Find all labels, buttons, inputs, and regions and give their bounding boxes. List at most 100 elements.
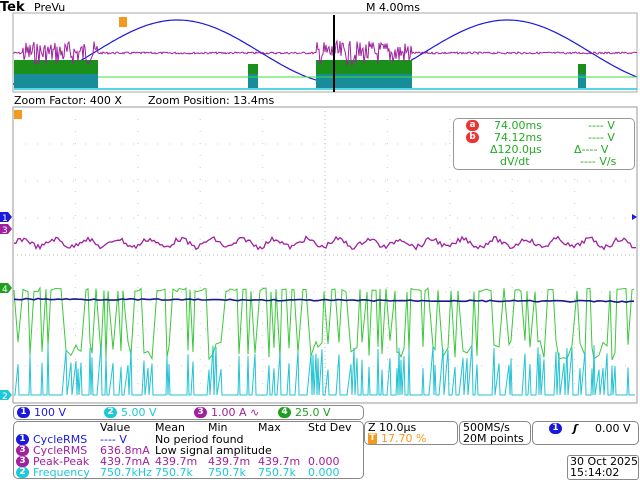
measurement-max: 750.7k bbox=[258, 466, 296, 479]
ch2-burst bbox=[14, 70, 98, 88]
measurement-name: 1 CycleRMS bbox=[16, 434, 87, 445]
ch3-ground-marker-label: 3 bbox=[2, 226, 8, 236]
ch4-scale-value: 25.0 V bbox=[295, 406, 331, 419]
ch4-burst bbox=[248, 64, 258, 74]
sample-rate: 500MS/s bbox=[463, 421, 510, 434]
ch3-overview-trace bbox=[12, 39, 638, 67]
header-std-dev: Std Dev bbox=[308, 421, 352, 434]
header-max: Max bbox=[258, 421, 281, 434]
bandwidth-limit-icon: ∿ bbox=[250, 406, 260, 419]
channel-3-scale[interactable]: 3 1.00 A ∿ bbox=[194, 407, 259, 418]
ch3-trace bbox=[14, 235, 637, 251]
ch4-ground-marker bbox=[0, 283, 12, 293]
ch2-trace bbox=[14, 344, 635, 396]
ch4-ground-marker-label: 4 bbox=[2, 285, 8, 295]
cursor-readout: a 74.00ms ---- V b 74.12ms ---- V Δ120.0… bbox=[453, 118, 635, 170]
channel-icon: 3 bbox=[16, 456, 29, 467]
measurement-std: 0.000 bbox=[308, 455, 340, 468]
ch1-trace bbox=[13, 297, 635, 304]
measurement-name: 3 Peak-Peak bbox=[16, 456, 89, 467]
channel-4-scale[interactable]: 4 25.0 V bbox=[278, 407, 331, 418]
date: 30 Oct 2025 bbox=[570, 455, 639, 468]
measurement-std: 0.000 bbox=[308, 466, 340, 479]
trigger-source-icon: 1 bbox=[549, 423, 562, 434]
cursor-delta-volt: Δ---- V bbox=[574, 143, 609, 156]
time: 15:14:02 bbox=[570, 466, 620, 479]
trigger-level: 0.00 V bbox=[595, 422, 631, 435]
ch2-ground-marker-label: 2 bbox=[2, 392, 8, 402]
measurement-label: Peak-Peak bbox=[33, 455, 90, 468]
channel-2-icon: 2 bbox=[104, 407, 117, 418]
channel-icon: 3 bbox=[16, 445, 29, 456]
trigger-position-icon bbox=[14, 110, 22, 119]
rising-edge-icon: ʃ bbox=[573, 422, 578, 435]
ch2-ground-marker bbox=[0, 390, 12, 400]
ch2-burst bbox=[316, 70, 412, 88]
measurement-label: CycleRMS bbox=[33, 433, 88, 446]
ch1-scale-value: 100 V bbox=[34, 406, 67, 419]
ch1-ground-marker bbox=[0, 212, 12, 222]
ch2-burst bbox=[248, 68, 258, 88]
measurement-row[interactable]: 1 CycleRMS ---- V No period found bbox=[14, 434, 363, 445]
ch4-burst bbox=[578, 64, 586, 74]
horizontal-readout[interactable]: Z 10.0µs T 17.70 % bbox=[364, 421, 458, 445]
measurement-mean: 439.7m bbox=[155, 455, 198, 468]
overview-waveform bbox=[12, 12, 638, 93]
trigger-readout[interactable]: 1 ʃ 0.00 V bbox=[532, 421, 639, 445]
zoom-time-scale: Z 10.0µs bbox=[368, 421, 417, 434]
measurement-name: 3 CycleRMS bbox=[16, 445, 87, 456]
cursor-a-time: 74.00ms bbox=[494, 119, 542, 132]
timebase-label[interactable]: M 4.00ms bbox=[366, 1, 420, 14]
measurement-name: 2 Frequency bbox=[16, 467, 90, 478]
channel-bar: 1 100 V 2 5.00 V 3 1.00 A ∿ 4 25.0 V bbox=[13, 405, 364, 420]
brand-logo: Tek bbox=[0, 0, 25, 15]
record-length: 20M points bbox=[463, 432, 524, 445]
cursor-b-time: 74.12ms bbox=[494, 131, 542, 144]
ch3-ground-marker bbox=[0, 224, 12, 234]
cursor-a-volt: ---- V bbox=[588, 119, 615, 132]
measurement-table: Value Mean Min Max Std Dev 1 CycleRMS ----… bbox=[13, 421, 364, 479]
cursor-a-icon: a bbox=[466, 120, 479, 131]
ch1-ground-marker-label: 1 bbox=[2, 214, 8, 224]
acquisition-readout[interactable]: 500MS/s 20M points bbox=[459, 421, 531, 445]
acquisition-mode: PreVu bbox=[34, 1, 66, 14]
measurement-value: ---- V bbox=[100, 433, 127, 446]
zoom-factor: Zoom Factor: 400 X bbox=[14, 94, 122, 107]
measurement-label: Frequency bbox=[33, 466, 90, 479]
measurement-max: 439.7m bbox=[258, 455, 301, 468]
measurement-value: 750.7kHz bbox=[100, 466, 152, 479]
measurement-header: Value Mean Min Max Std Dev bbox=[14, 422, 363, 433]
measurement-row[interactable]: 3 CycleRMS 636.8mA Low signal amplitude bbox=[14, 445, 363, 456]
ch2-scale-value: 5.00 V bbox=[121, 406, 157, 419]
datetime-display: 30 Oct 2025 15:14:02 bbox=[567, 455, 639, 480]
overview-trigger-icon bbox=[119, 17, 127, 27]
channel-4-icon: 4 bbox=[278, 407, 291, 418]
channel-icon: 1 bbox=[16, 434, 29, 445]
channel-1-scale[interactable]: 1 100 V bbox=[17, 407, 66, 418]
channel-icon: 2 bbox=[16, 467, 29, 478]
channel-3-icon: 3 bbox=[194, 407, 207, 418]
measurement-label: CycleRMS bbox=[33, 444, 88, 457]
measurement-note: Low signal amplitude bbox=[155, 444, 272, 457]
trigger-level-marker bbox=[632, 214, 637, 220]
ch4-trace bbox=[13, 286, 635, 361]
measurement-value: 439.7mA bbox=[100, 455, 150, 468]
measurement-value: 636.8mA bbox=[100, 444, 150, 457]
measurement-min: 750.7k bbox=[208, 466, 246, 479]
dvdt-value: ---- V/s bbox=[580, 155, 617, 168]
ch4-burst bbox=[316, 60, 412, 74]
trigger-position-icon: T bbox=[368, 433, 377, 444]
cursor-delta-time: Δ120.0µs bbox=[490, 143, 542, 156]
channel-2-scale[interactable]: 2 5.00 V bbox=[104, 407, 157, 418]
measurement-row[interactable]: 2 Frequency 750.7kHz 750.7k 750.7k 750.7k 0.00… bbox=[14, 467, 363, 478]
header-value: Value bbox=[100, 421, 131, 434]
measurement-mean: 750.7k bbox=[155, 466, 193, 479]
dvdt-label: dV/dt bbox=[500, 155, 530, 168]
measurement-row[interactable]: 3 Peak-Peak 439.7mA 439.7m 439.7m 439.7m 0.000 bbox=[14, 456, 363, 467]
cursor-b-volt: ---- V bbox=[588, 131, 615, 144]
measurement-min: 439.7m bbox=[208, 455, 251, 468]
header-min: Min bbox=[208, 421, 228, 434]
measurement-note: No period found bbox=[155, 433, 244, 446]
